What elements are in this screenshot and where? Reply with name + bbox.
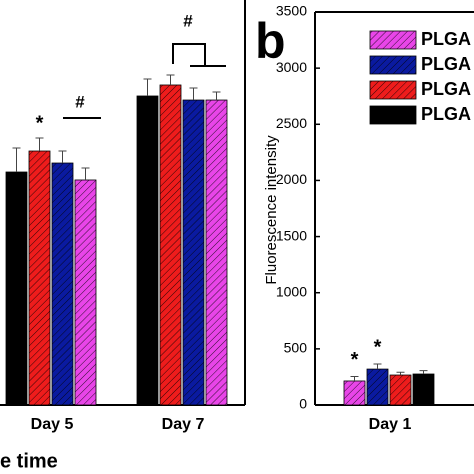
y-tick-label: 2500 (276, 115, 307, 131)
y-tick-label: 1500 (276, 227, 307, 243)
error-bar (189, 87, 198, 101)
bar (205, 99, 228, 406)
error-bar (81, 167, 90, 180)
bar (182, 99, 205, 406)
y-tick-label: 0 (299, 396, 307, 412)
bar (51, 162, 74, 406)
legend-label: PLGA (421, 54, 471, 74)
panel-label: b (255, 13, 286, 69)
error-bar (35, 137, 44, 152)
x-axis-label: e time (0, 450, 58, 472)
annotation: * (374, 336, 382, 358)
error-bar (12, 147, 21, 173)
x-tick-label: Day 5 (31, 416, 74, 433)
error-bar (350, 375, 359, 381)
bar (343, 380, 366, 406)
bar (159, 84, 182, 406)
legend-label: PLGA (421, 104, 471, 124)
error-bar (58, 150, 67, 164)
bracket (172, 43, 226, 67)
bar (136, 95, 159, 406)
error-bar (143, 78, 152, 96)
annotation: # (75, 92, 85, 111)
error-bar (396, 371, 405, 376)
bar (389, 374, 412, 406)
legend-label: PLGA (421, 29, 471, 49)
error-bar (373, 363, 382, 370)
bar (28, 150, 51, 406)
x-tick-label: Day 7 (162, 416, 205, 433)
legend-swatch (369, 105, 417, 125)
y-tick-label: 1000 (276, 283, 307, 299)
legend-label: PLGA (421, 79, 471, 99)
annotation: # (183, 11, 193, 30)
bar (366, 368, 389, 406)
error-bar (212, 91, 221, 101)
y-tick-label: 500 (284, 340, 308, 356)
x-tick-label: Day 1 (369, 416, 412, 433)
error-bar (419, 370, 428, 375)
annotation: * (351, 349, 359, 371)
y-tick-label: 3500 (276, 3, 307, 19)
bar (412, 373, 435, 406)
bar (74, 179, 97, 406)
bar (5, 171, 28, 406)
legend-swatch (369, 30, 417, 50)
y-tick-label: 2000 (276, 171, 307, 187)
legend-swatch (369, 80, 417, 100)
y-axis-label: Fluorescence intensity (263, 135, 280, 285)
legend-swatch (369, 55, 417, 75)
error-bar (166, 74, 175, 85)
annotation: * (36, 112, 44, 134)
y-tick-label: 3000 (276, 59, 307, 75)
